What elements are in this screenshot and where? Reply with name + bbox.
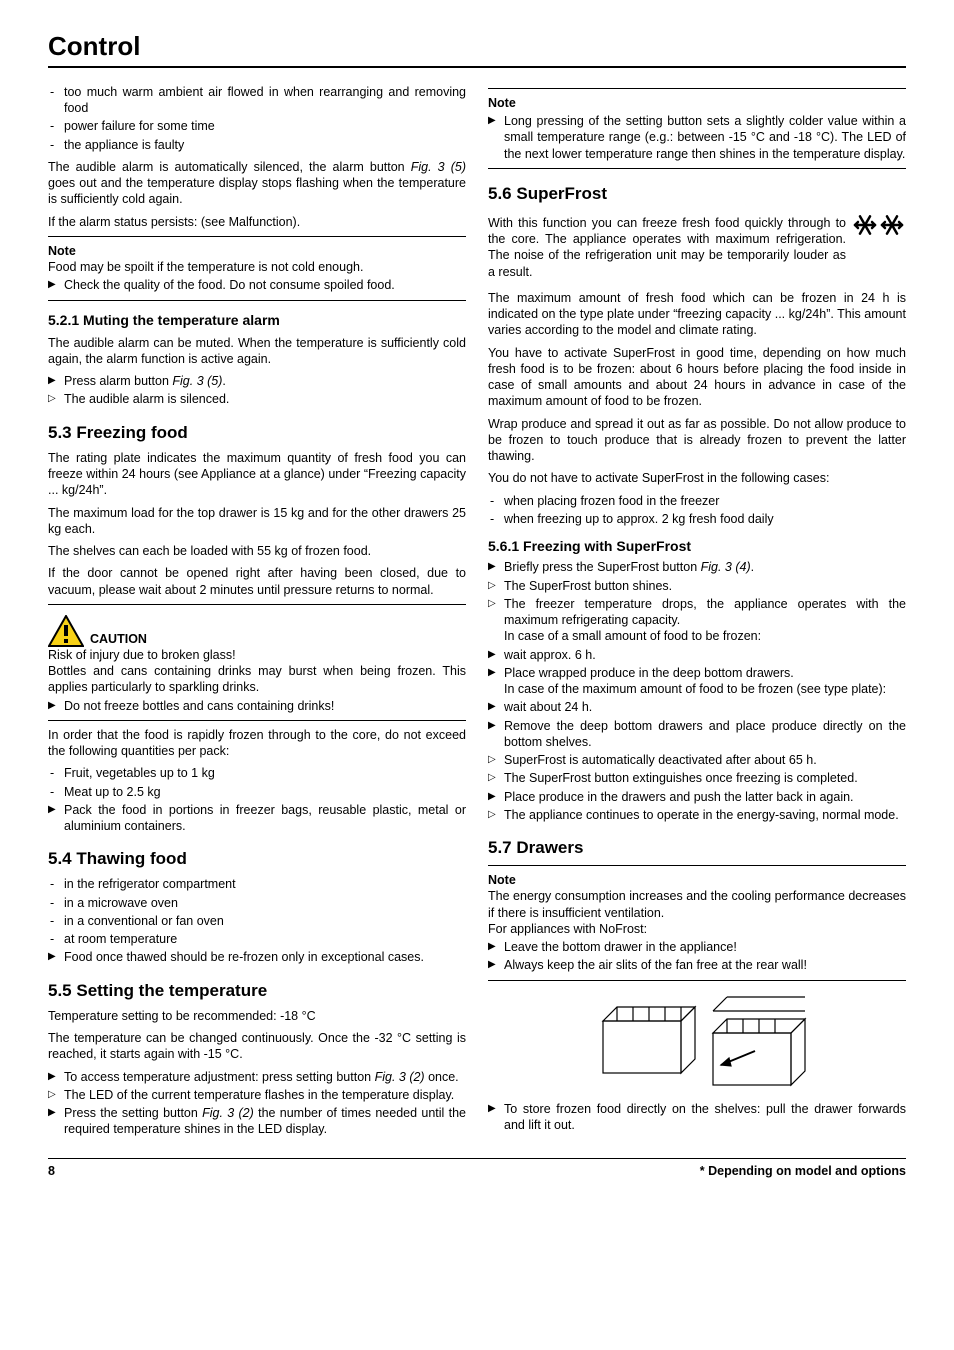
caution-icon	[48, 615, 84, 647]
note-label: Note	[48, 243, 466, 259]
heading-521: 5.2.1 Muting the temperature alarm	[48, 311, 466, 329]
list-item: The LED of the current temperature flash…	[48, 1087, 466, 1103]
note-text: For appliances with NoFrost:	[488, 921, 906, 937]
list-item: Pack the food in portions in freezer bag…	[48, 802, 466, 835]
heading-561: 5.6.1 Freezing with SuperFrost	[488, 537, 906, 555]
body-text: If the door cannot be opened right after…	[48, 565, 466, 598]
list-item: in the refrigerator compartment	[48, 876, 466, 892]
list-item: at room temperature	[48, 931, 466, 947]
list-item: in a conventional or fan oven	[48, 913, 466, 929]
list-item: Fruit, vegetables up to 1 kg	[48, 765, 466, 781]
list-item: Leave the bottom drawer in the appliance…	[488, 939, 906, 955]
list-item: power failure for some time	[48, 118, 466, 134]
list-item: The freezer temperature drops, the appli…	[488, 596, 906, 645]
list-item: Press the setting button Fig. 3 (2) the …	[48, 1105, 466, 1138]
list-item: Always keep the air slits of the fan fre…	[488, 957, 906, 973]
body-text: The audible alarm can be muted. When the…	[48, 335, 466, 368]
caution-text: Bottles and cans containing drinks may b…	[48, 663, 466, 696]
list-item: in a microwave oven	[48, 895, 466, 911]
body-text: The maximum amount of fresh food which c…	[488, 290, 906, 339]
body-text: The temperature can be changed continuou…	[48, 1030, 466, 1063]
list-item: wait about 24 h.	[488, 699, 906, 715]
list-item: The SuperFrost button shines.	[488, 578, 906, 594]
list-item: when freezing up to approx. 2 kg fresh f…	[488, 511, 906, 527]
page-number: 8	[48, 1163, 55, 1179]
body-text: The maximum load for the top drawer is 1…	[48, 505, 466, 538]
caution-label: CAUTION	[90, 631, 147, 647]
list-item: To store frozen food directly on the she…	[488, 1101, 906, 1134]
body-text: The audible alarm is automatically silen…	[48, 159, 466, 208]
list-item: Remove the deep bottom drawers and place…	[488, 718, 906, 751]
list-item: Place wrapped produce in the deep bottom…	[488, 665, 906, 698]
body-text: The rating plate indicates the maximum q…	[48, 450, 466, 499]
heading-53: 5.3 Freezing food	[48, 422, 466, 444]
body-text: With this function you can freeze fresh …	[488, 215, 846, 280]
drawer-figure	[488, 991, 906, 1095]
heading-55: 5.5 Setting the temperature	[48, 980, 466, 1002]
list-item: The audible alarm is silenced.	[48, 391, 466, 407]
list-item: Press alarm button Fig. 3 (5).	[48, 373, 466, 389]
list-item: The SuperFrost button extinguishes once …	[488, 770, 906, 786]
right-column: Note Long pressing of the setting button…	[488, 82, 906, 1140]
page-title: Control	[48, 30, 906, 68]
note-text: The energy consumption increases and the…	[488, 888, 906, 921]
body-text: The shelves can each be loaded with 55 k…	[48, 543, 466, 559]
left-column: too much warm ambient air flowed in when…	[48, 82, 466, 1140]
snowflake-icon	[852, 211, 906, 239]
body-text: In order that the food is rapidly frozen…	[48, 727, 466, 760]
note-label: Note	[488, 872, 906, 888]
list-item: wait approx. 6 h.	[488, 647, 906, 663]
list-item: Place produce in the drawers and push th…	[488, 789, 906, 805]
list-item: the appliance is faulty	[48, 137, 466, 153]
caution-block: CAUTION Risk of injury due to broken gla…	[48, 615, 466, 714]
content-columns: too much warm ambient air flowed in when…	[48, 82, 906, 1140]
note-label: Note	[488, 95, 906, 111]
list-item: when placing frozen food in the freezer	[488, 493, 906, 509]
note-text: Food may be spoilt if the temperature is…	[48, 260, 363, 274]
footer-note: * Depending on model and options	[700, 1163, 906, 1179]
caution-text: Risk of injury due to broken glass!	[48, 647, 466, 663]
body-text: Wrap produce and spread it out as far as…	[488, 416, 906, 465]
list-item: SuperFrost is automatically deactivated …	[488, 752, 906, 768]
list-item: To access temperature adjustment: press …	[48, 1069, 466, 1085]
heading-56: 5.6 SuperFrost	[488, 183, 906, 205]
heading-57: 5.7 Drawers	[488, 837, 906, 859]
list-item: Food once thawed should be re-frozen onl…	[48, 949, 466, 965]
list-item: too much warm ambient air flowed in when…	[48, 84, 466, 117]
list-item: Meat up to 2.5 kg	[48, 784, 466, 800]
heading-54: 5.4 Thawing food	[48, 848, 466, 870]
list-item: The appliance continues to operate in th…	[488, 807, 906, 823]
body-text: Temperature setting to be recommended: -…	[48, 1008, 466, 1024]
list-item: Long pressing of the setting button sets…	[488, 113, 906, 162]
intro-list: too much warm ambient air flowed in when…	[48, 84, 466, 153]
list-item: Check the quality of the food. Do not co…	[48, 277, 466, 293]
list-item: Briefly press the SuperFrost button Fig.…	[488, 559, 906, 575]
body-text: You do not have to activate SuperFrost i…	[488, 470, 906, 486]
body-text: You have to activate SuperFrost in good …	[488, 345, 906, 410]
page-footer: 8 * Depending on model and options	[48, 1158, 906, 1179]
list-item: Do not freeze bottles and cans containin…	[48, 698, 466, 714]
body-text: If the alarm status persists: (see Malfu…	[48, 214, 466, 230]
